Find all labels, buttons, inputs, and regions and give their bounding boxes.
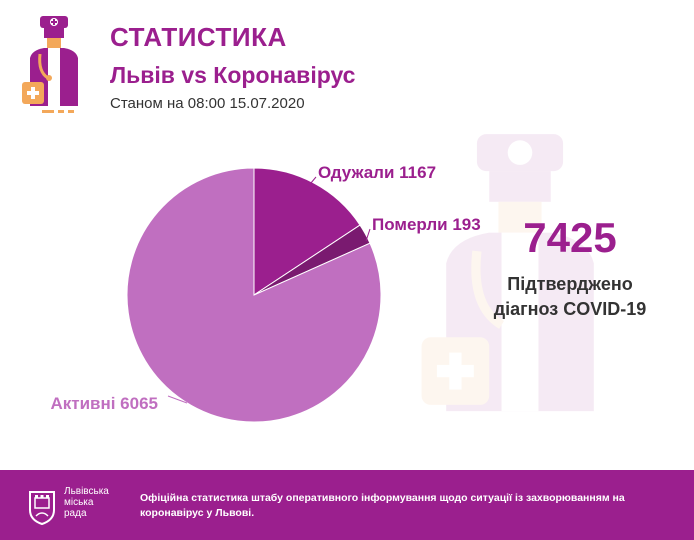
- pie-leader-line-3: [167, 395, 188, 404]
- page-title: СТАТИСТИКА: [110, 22, 287, 52]
- footer-disclaimer: Офіційна статистика штабу оперативного і…: [140, 492, 625, 519]
- pie-slice-1: [253, 167, 361, 296]
- pie-leader-line-1: [299, 176, 317, 197]
- pie-label-2: Померли 193: [372, 215, 481, 234]
- org-name-line1: Львівська: [64, 486, 109, 497]
- total-confirmed-value: 7425: [523, 214, 617, 261]
- org-name-line2: міська: [64, 497, 94, 508]
- page-subtitle: Львів vs Коронавірус: [110, 62, 356, 88]
- as-of-date: Станом на 08:00 15.07.2020: [110, 95, 305, 112]
- footer: Львівська міська рада Офіційна статистик…: [0, 470, 694, 540]
- total-caption-line1: Підтверджено: [507, 274, 633, 294]
- city-coat-of-arms-icon: [29, 491, 55, 526]
- pie-chart: Одужали 1167 Померли 193 Активні 6065: [50, 163, 481, 423]
- pie-label-1: Одужали 1167: [318, 163, 436, 182]
- pie-leader-line-2: [365, 228, 371, 242]
- pie-label-3: Активні 6065: [50, 394, 158, 413]
- org-name-line3: рада: [64, 508, 87, 519]
- total-confirmed-caption: Підтверджено діагноз COVID-19: [470, 272, 670, 322]
- pie-slice-3: [126, 167, 382, 423]
- doctor-icon: [421, 134, 594, 412]
- org-name: Львівська міська рада: [64, 486, 124, 519]
- total-caption-line2: діагноз COVID-19: [493, 299, 647, 319]
- doctor-icon: [22, 16, 78, 113]
